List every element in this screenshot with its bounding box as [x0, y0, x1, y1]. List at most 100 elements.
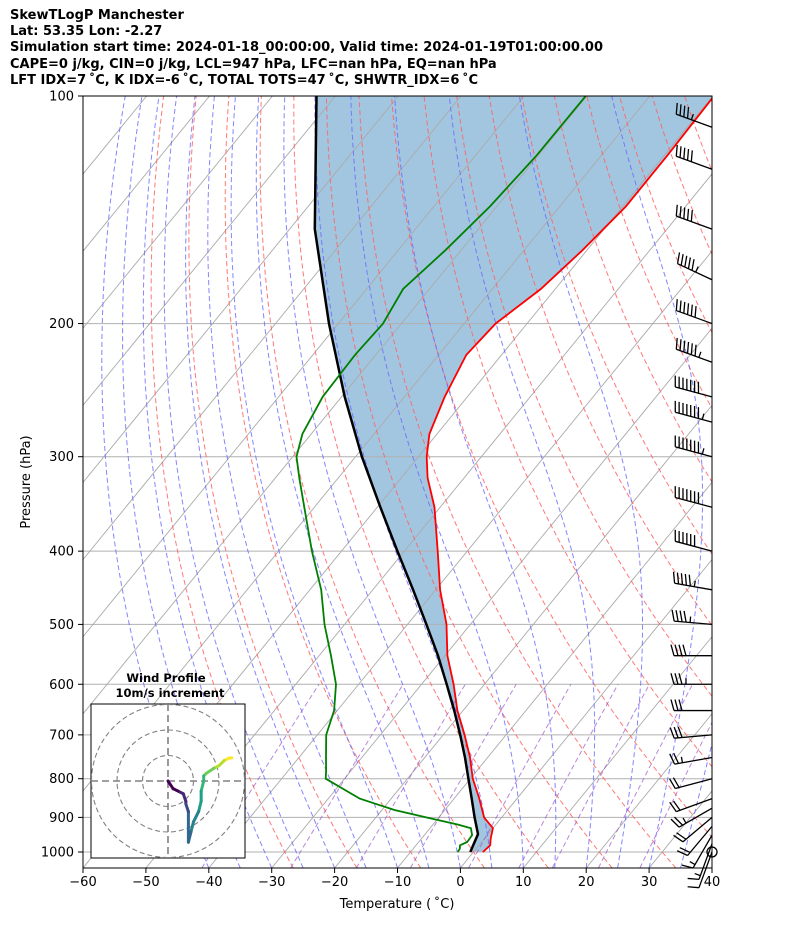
wind-barb	[670, 807, 713, 828]
x-tick-label: 20	[578, 875, 595, 890]
hodograph-segment	[204, 766, 216, 775]
wind-barb-flag	[683, 105, 686, 118]
y-tick-label: 500	[49, 618, 74, 633]
wind-barb-shaft	[676, 155, 713, 170]
wind-barb-flag	[683, 610, 687, 623]
moist-adiabat	[142, 96, 273, 868]
wind-barb	[669, 798, 713, 813]
parcel-line	[313, 96, 480, 853]
wind-barb-flag	[670, 699, 675, 711]
wind-barb-half-flag	[682, 817, 687, 824]
y-tick-label: 200	[49, 317, 74, 332]
wind-barb-flag	[679, 146, 682, 158]
hodograph-inset: Wind Profile 10m/s increment	[90, 671, 246, 859]
isotherm--140	[83, 96, 210, 252]
dry-adiabat	[391, 96, 712, 839]
dewpoint-line	[295, 96, 587, 853]
mixing-ratio-line	[518, 684, 619, 868]
wind-barb-flag	[683, 301, 686, 314]
x-tick-label: −40	[195, 875, 222, 890]
isotherm--20	[334, 404, 712, 868]
wind-barb-half-flag	[701, 413, 705, 420]
wind-barb-flag	[679, 104, 682, 116]
wind-barb-flag	[674, 673, 679, 685]
wind-barb-flag	[694, 344, 697, 357]
wind-barb-half-flag	[689, 861, 696, 866]
wind-barb-half-flag	[698, 351, 702, 358]
wind-barb-flag	[676, 572, 680, 584]
dry-adiabat	[224, 96, 422, 868]
wind-barb-shaft	[687, 825, 713, 856]
cape-line: CAPE=0 j/kg, CIN=0 j/kg, LCL=947 hPa, LF…	[10, 56, 497, 72]
mixing-ratio-line	[639, 721, 712, 868]
wind-barb-flag	[671, 609, 675, 622]
y-tick-label: 700	[49, 728, 74, 743]
isotherm-30	[648, 790, 712, 868]
isotherm-20	[585, 713, 712, 868]
mixing-ratio-line	[468, 684, 572, 868]
wind-barb	[674, 435, 713, 458]
wind-barb-shaft	[676, 348, 713, 363]
wind-barb-shaft	[698, 851, 713, 888]
chart-title: SkewTLogP Manchester	[10, 8, 184, 23]
dry-adiabat	[150, 96, 294, 868]
y-axis-label: Pressure (hPa)	[19, 435, 34, 528]
wind-barb-flag	[675, 337, 678, 350]
dry-adiabat	[717, 96, 794, 868]
wind-barb-half-flag	[695, 266, 699, 273]
y-tick-label: 800	[49, 772, 74, 787]
wind-barb-flag	[687, 886, 700, 889]
moist-adiabat	[680, 741, 712, 868]
hodograph-ring	[91, 704, 245, 858]
hodograph-subtitle: 10m/s increment	[116, 686, 225, 700]
isotherm-40	[711, 867, 712, 868]
wind-barb-flag	[669, 753, 676, 765]
wind-barb-flag	[673, 726, 679, 739]
wind-barb-flag	[679, 610, 683, 622]
wind-barb-flag	[675, 610, 679, 622]
wind-barb-shaft	[676, 309, 713, 325]
moist-adiabat-lines	[101, 96, 712, 868]
dry-adiabat	[782, 96, 794, 868]
wind-barb	[670, 699, 712, 712]
wind-barb-flag	[690, 343, 693, 355]
location-line: Lat: 53.35 Lon: -2.27	[10, 24, 163, 40]
hodograph-segment	[197, 799, 203, 814]
wind-barb-flag	[686, 208, 690, 221]
wind-barb-shaft	[682, 816, 713, 843]
wind-barb	[669, 726, 713, 739]
wind-barb-half-flag	[689, 616, 692, 623]
wind-barb-flag	[673, 816, 684, 826]
wind-barb-flag	[669, 801, 677, 812]
y-tick-label: 100	[49, 90, 74, 105]
y-tick-label: 900	[49, 811, 74, 826]
hodograph-title: Wind Profile	[126, 671, 206, 685]
wind-barb	[670, 644, 712, 657]
y-tick-label: 600	[49, 678, 74, 693]
wind-barb-half-flag	[701, 448, 705, 455]
hodograph-plot	[91, 704, 245, 858]
wind-barb-flag	[678, 673, 683, 685]
wind-barb-flag	[691, 259, 695, 271]
wind-barb-flag	[673, 834, 684, 843]
wind-barb-flag	[675, 299, 678, 311]
wind-barbs	[668, 102, 718, 889]
dry-adiabat	[259, 96, 485, 868]
wind-barb	[675, 204, 713, 230]
wind-barb-shaft	[698, 843, 713, 880]
wind-barb-flag	[678, 699, 683, 711]
dry-adiabat	[325, 96, 613, 868]
wind-barb	[672, 571, 713, 591]
wind-barb-flag	[680, 573, 684, 585]
wind-barb-flag	[676, 252, 681, 264]
x-tick-label: −60	[69, 875, 96, 890]
wind-barb-flag	[679, 206, 682, 218]
wind-barb-flag	[683, 207, 686, 219]
moist-adiabat	[185, 96, 336, 868]
wind-barb-flag	[684, 255, 688, 268]
wind-barb-flag	[690, 304, 693, 317]
wind-barb-shaft	[674, 582, 713, 591]
wind-barb-flag	[679, 339, 682, 351]
wind-barb-flag	[678, 644, 683, 656]
x-tick-label: 10	[515, 875, 532, 890]
